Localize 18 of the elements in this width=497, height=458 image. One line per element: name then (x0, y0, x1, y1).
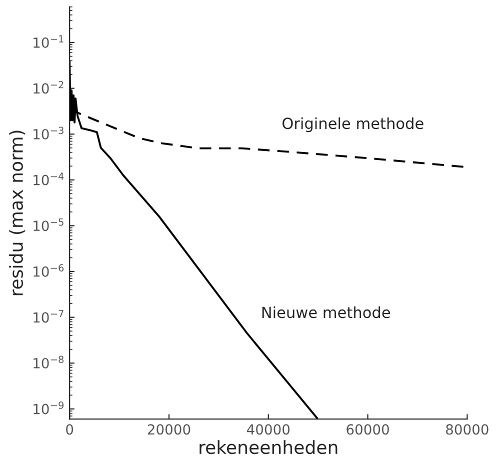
x-tick-label: 20000 (148, 424, 190, 435)
x-tick-label: 80000 (446, 424, 488, 435)
x-tick-label: 60000 (346, 424, 389, 435)
x-tick-label: 0 (66, 424, 74, 435)
y-tick-label: 10$^{−6}$ (34, 264, 64, 277)
y-tick-label: 10$^{−5}$ (34, 218, 64, 232)
x-tick-label: 40000 (246, 424, 290, 435)
y-tick-label: 10$^{−7}$ (34, 310, 64, 323)
y-tick-label: 10$^{−1}$ (34, 35, 64, 48)
x-axis-title: rekeneenheden (200, 440, 338, 454)
y-tick-label: 10$^{−2}$ (34, 80, 64, 94)
y-axis-title: residu (max norm) (9, 130, 26, 296)
y-tick-label: 10$^{−3}$ (34, 126, 64, 140)
y-tick-label: 10$^{−9}$ (34, 402, 64, 414)
y-tick-label: 10$^{−8}$ (34, 356, 64, 368)
series-label: Nieuwe methode (262, 306, 390, 318)
series-label: Originele methode (282, 117, 424, 132)
y-tick-label: 10$^{−4}$ (34, 172, 64, 186)
